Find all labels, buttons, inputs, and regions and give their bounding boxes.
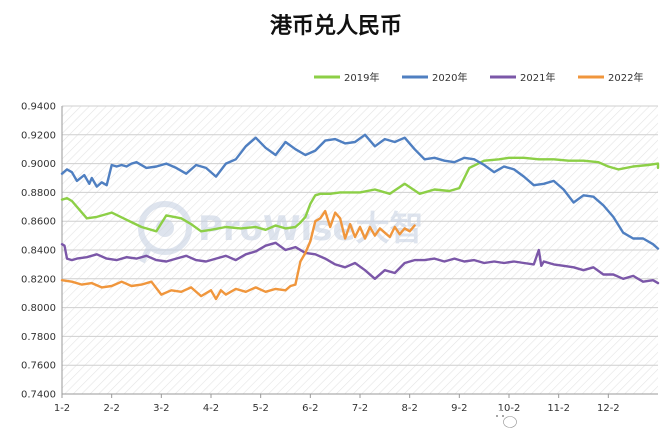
x-tick-label: 10-2 xyxy=(498,403,521,414)
x-tick-label: 4-2 xyxy=(203,403,219,414)
wechat-icon xyxy=(492,410,517,428)
series-lines xyxy=(60,133,660,301)
x-tick-label: 3-2 xyxy=(153,403,169,414)
y-tick-label: 0.9200 xyxy=(21,130,56,141)
chart-title: 港币兑人民币 xyxy=(270,13,402,39)
y-tick-label: 0.8800 xyxy=(21,188,56,199)
y-tick-label: 0.9000 xyxy=(21,159,56,170)
y-tick-label: 0.7400 xyxy=(21,390,56,401)
x-tick-label: 5-2 xyxy=(252,403,268,414)
series-line-4 xyxy=(60,209,416,301)
legend-label-3: 2021年 xyxy=(520,71,555,84)
brand-overlay: ProWise大智服务 xyxy=(492,410,644,428)
legend-label-4: 2022年 xyxy=(608,71,643,84)
legend-label-1: 2019年 xyxy=(344,71,379,84)
series-line-1 xyxy=(60,156,660,233)
legend-label-2: 2020年 xyxy=(432,71,467,84)
x-axis: 1-2 2-2 3-2 4-2 5-2 6-2 7-2 8-2 9-2 10-2 11-2 12-2 xyxy=(54,394,620,414)
x-tick-label: 6-2 xyxy=(302,403,318,414)
y-tick-label: 0.8000 xyxy=(21,303,56,314)
y-tick-label: 0.8400 xyxy=(21,246,56,257)
y-tick-label: 0.9400 xyxy=(21,102,56,113)
legend: 2019年 2020年 2021年 2022年 xyxy=(314,71,643,84)
y-tick-label: 0.8600 xyxy=(21,217,56,228)
series-line-3 xyxy=(60,241,660,285)
x-tick-label: 1-2 xyxy=(54,403,70,414)
y-tick-label: 0.8200 xyxy=(21,274,56,285)
x-tick-label: 9-2 xyxy=(451,403,467,414)
x-tick-label: 2-2 xyxy=(103,403,119,414)
x-tick-label: 11-2 xyxy=(547,403,570,414)
series-line-2 xyxy=(60,133,660,250)
y-tick-label: 0.7600 xyxy=(21,361,56,372)
y-tick-label: 0.7800 xyxy=(21,332,56,343)
brand-text: ProWise大智服务 xyxy=(522,410,644,428)
x-tick-label: 8-2 xyxy=(401,403,417,414)
x-tick-label: 12-2 xyxy=(597,403,620,414)
x-tick-label: 7-2 xyxy=(352,403,368,414)
